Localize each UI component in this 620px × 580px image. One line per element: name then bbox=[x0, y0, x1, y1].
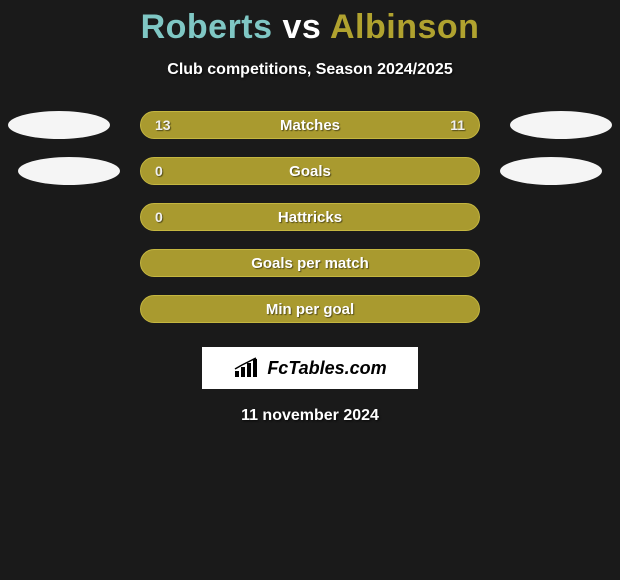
stat-row-hattricks: 0 Hattricks bbox=[0, 203, 620, 231]
stat-row-min-per-goal: Min per goal bbox=[0, 295, 620, 323]
infographic-container: Roberts vs Albinson Club competitions, S… bbox=[0, 0, 620, 425]
player-b-marker bbox=[510, 111, 612, 139]
stat-label: Min per goal bbox=[266, 301, 354, 318]
player-b-marker bbox=[500, 157, 602, 185]
subtitle: Club competitions, Season 2024/2025 bbox=[0, 61, 620, 79]
player-a-name: Roberts bbox=[141, 8, 273, 46]
stat-bar: Goals per match bbox=[140, 249, 480, 277]
player-b-name: Albinson bbox=[330, 8, 479, 46]
stat-value-left: 0 bbox=[155, 209, 163, 225]
stat-bar: 0 Hattricks bbox=[140, 203, 480, 231]
stat-label: Hattricks bbox=[278, 209, 342, 226]
stat-row-goals-per-match: Goals per match bbox=[0, 249, 620, 277]
player-a-marker bbox=[8, 111, 110, 139]
footer-date: 11 november 2024 bbox=[0, 407, 620, 425]
stat-bar: 0 Goals bbox=[140, 157, 480, 185]
vs-text: vs bbox=[282, 8, 321, 46]
stat-bar: Min per goal bbox=[140, 295, 480, 323]
player-a-marker bbox=[18, 157, 120, 185]
stat-bar: 13 Matches 11 bbox=[140, 111, 480, 139]
stat-row-matches: 13 Matches 11 bbox=[0, 111, 620, 139]
footer-logo-text: FcTables.com bbox=[267, 358, 386, 379]
stat-value-right: 11 bbox=[450, 117, 465, 133]
stat-value-left: 13 bbox=[155, 117, 171, 133]
page-title: Roberts vs Albinson bbox=[0, 8, 620, 47]
stat-label: Goals per match bbox=[251, 255, 369, 272]
stat-row-goals: 0 Goals bbox=[0, 157, 620, 185]
footer-logo: FcTables.com bbox=[202, 347, 418, 389]
stat-label: Matches bbox=[280, 117, 340, 134]
stat-label: Goals bbox=[289, 163, 331, 180]
stat-rows: 13 Matches 11 0 Goals 0 Hattricks bbox=[0, 111, 620, 323]
stat-value-left: 0 bbox=[155, 163, 163, 179]
chart-icon bbox=[233, 357, 261, 379]
